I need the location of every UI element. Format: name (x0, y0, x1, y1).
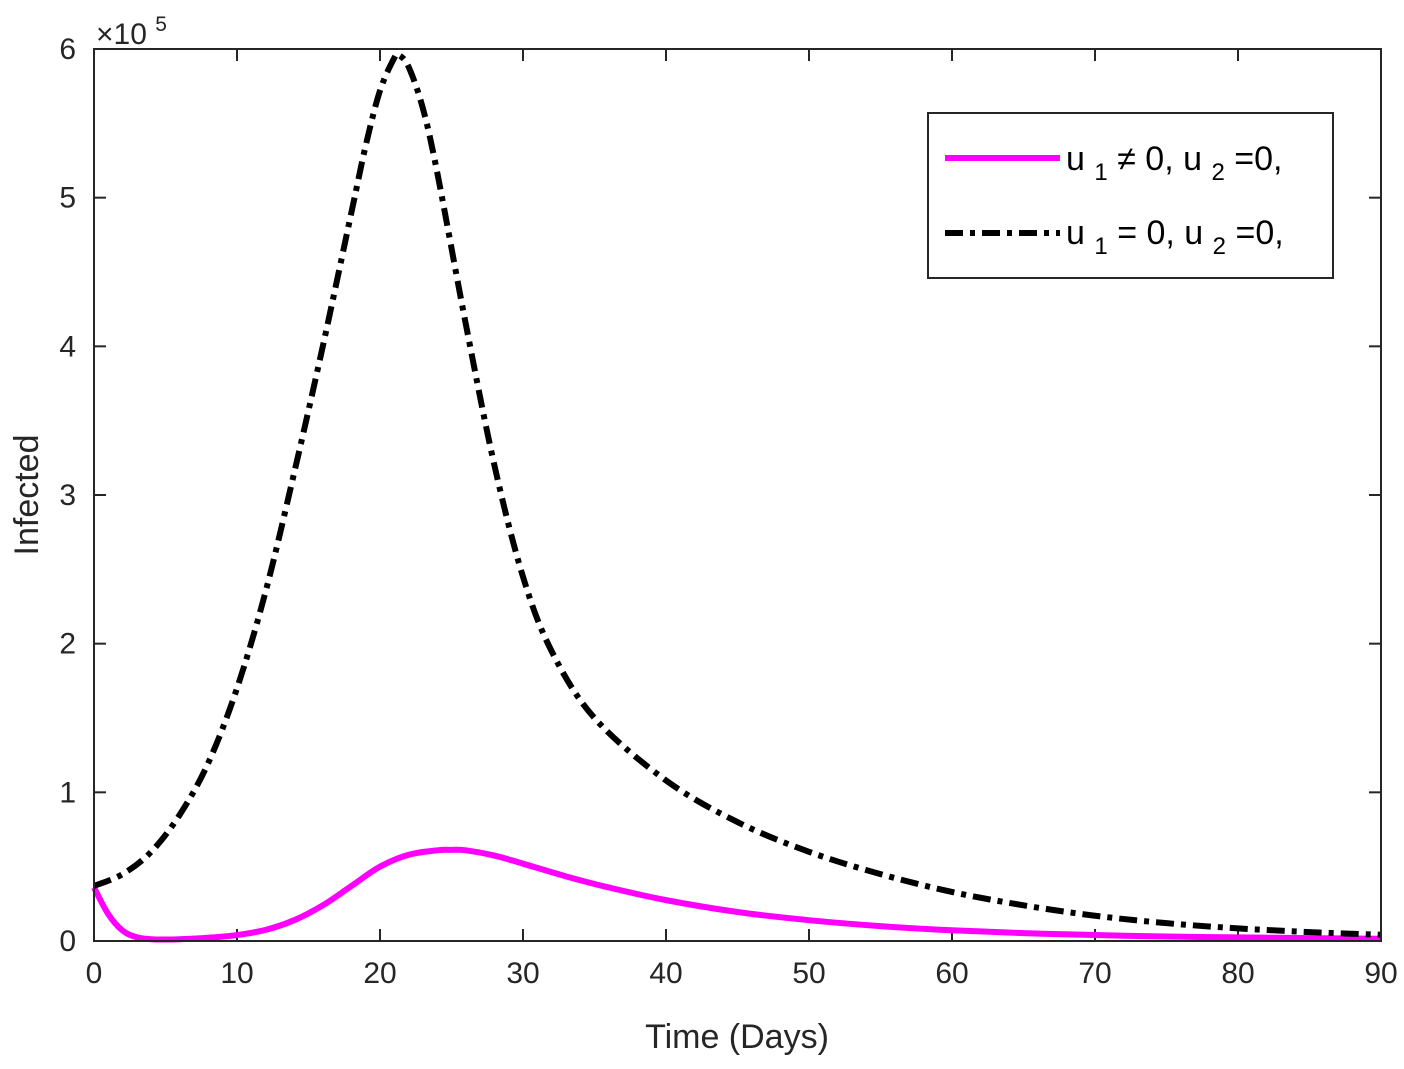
legend-1-u: u (1066, 140, 1085, 178)
x-tick-label: 30 (506, 957, 539, 990)
x-axis-title: Time (Days) (645, 1018, 829, 1056)
y-axis-title: Infected (8, 435, 46, 556)
legend-box (927, 112, 1334, 279)
legend-1-end: =0, (1234, 140, 1282, 178)
x-tick-label: 70 (1078, 957, 1111, 990)
legend-2-u: u (1066, 214, 1085, 252)
y-tick-label: 2 (59, 628, 76, 661)
series-lines (91, 50, 1382, 943)
y-tick-label: 0 (59, 925, 76, 958)
x-tick-label: 40 (649, 957, 682, 990)
legend-label-series-2: u 1 = 0, u 2 =0, (1066, 214, 1284, 262)
y-tick-label: 6 (59, 33, 76, 66)
x-tick-label: 10 (220, 957, 253, 990)
series-line-1 (91, 846, 1382, 943)
legend-2-sub2: 2 (1213, 233, 1226, 260)
x-tick-label: 60 (935, 957, 968, 990)
tick-labels: 0 10 20 30 40 50 60 70 80 90 0 1 2 3 4 5 6 (59, 33, 1397, 990)
x-tick-label: 0 (86, 957, 103, 990)
y-exponent-base: ×10 (96, 18, 147, 51)
legend-2-mid: = 0, u (1117, 214, 1203, 252)
plot-frame (93, 48, 1382, 942)
legend-2-end: =0, (1235, 214, 1283, 252)
legend-1-sub1: 1 (1094, 159, 1107, 186)
legend-1-sub2: 2 (1211, 159, 1224, 186)
y-tick-label: 5 (59, 182, 76, 215)
legend-label-series-1: u 1 ≠ 0, u 2 =0, (1066, 140, 1283, 188)
series-line-2 (92, 50, 1382, 938)
legend: u 1 ≠ 0, u 2 =0, u 1 = 0, u 2 =0, (927, 112, 1334, 279)
legend-1-mid: ≠ 0, u (1117, 140, 1202, 178)
legend-2-sub1: 1 (1094, 233, 1107, 260)
x-tick-label: 80 (1221, 957, 1254, 990)
y-tick-label: 1 (59, 776, 76, 809)
y-exponent-power: 5 (155, 13, 167, 36)
x-tick-label: 50 (792, 957, 825, 990)
y-exponent-label: ×10 5 (96, 13, 167, 51)
x-tick-label: 20 (363, 957, 396, 990)
y-tick-label: 4 (59, 330, 76, 363)
y-tick-label: 3 (59, 479, 76, 512)
x-tick-label: 90 (1364, 957, 1397, 990)
